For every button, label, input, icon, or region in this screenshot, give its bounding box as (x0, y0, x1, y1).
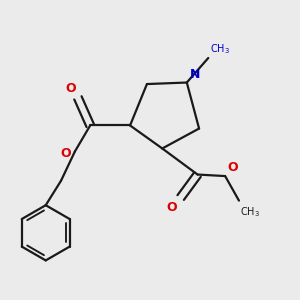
Text: O: O (228, 160, 238, 174)
Text: N: N (190, 68, 200, 81)
Text: O: O (65, 82, 76, 95)
Text: CH$_3$: CH$_3$ (210, 42, 230, 56)
Text: O: O (60, 147, 71, 160)
Text: CH$_3$: CH$_3$ (241, 205, 260, 219)
Text: O: O (167, 201, 177, 214)
